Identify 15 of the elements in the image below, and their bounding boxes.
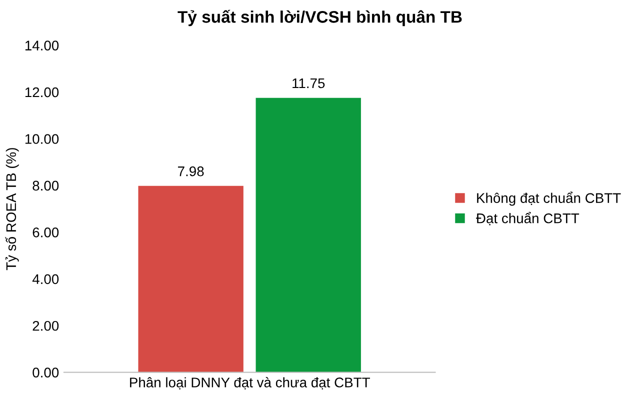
- y-tick-label: 2.00: [32, 320, 59, 331]
- y-tick-label: 12.00: [25, 87, 59, 98]
- legend-label: Đạt chuẩn CBTT: [476, 212, 580, 226]
- y-tick-label: 14.00: [25, 40, 59, 50]
- y-tick-label: 6.00: [32, 228, 59, 238]
- y-tick-label: 10.00: [25, 134, 59, 144]
- y-tick-label: 4.00: [32, 274, 59, 284]
- data-label: 7.98: [178, 166, 204, 176]
- data-label: 11.75: [292, 78, 325, 88]
- x-tick-label: Phân loại DNNY đạt và chưa đạt CBTT: [130, 377, 370, 390]
- y-axis-title: Tỷ số ROEA TB (%): [5, 148, 19, 270]
- legend-label: Không đạt chuẩn CBTT: [477, 192, 621, 206]
- y-tick-label: 8.00: [32, 180, 59, 191]
- chart-title: Tỷ suất sinh lời/VCSH bình quân TB: [178, 10, 462, 26]
- y-tick-label: 0.00: [32, 368, 59, 378]
